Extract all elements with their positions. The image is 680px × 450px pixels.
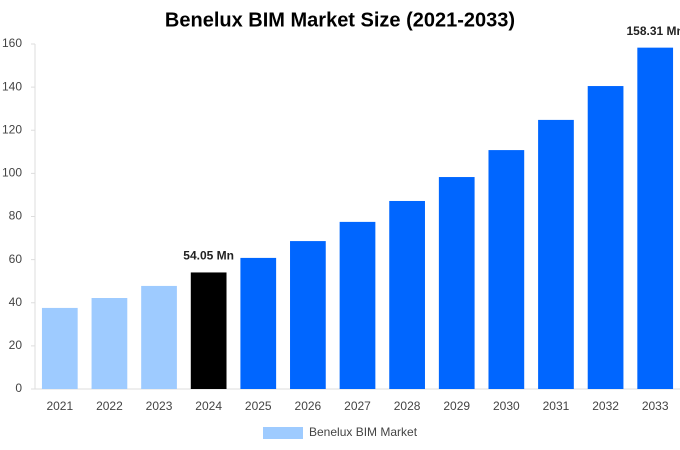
- x-tick-label: 2031: [543, 399, 570, 413]
- y-tick-label: 0: [15, 381, 22, 395]
- x-tick-label: 2025: [245, 399, 272, 413]
- bar: [587, 86, 624, 389]
- y-tick-label: 20: [9, 338, 23, 352]
- chart-title: Benelux BIM Market Size (2021-2033): [165, 9, 515, 31]
- bar: [538, 119, 574, 390]
- y-tick-label: 120: [2, 122, 22, 136]
- x-tick-label: 2028: [394, 399, 421, 413]
- x-tick-label: 2027: [344, 399, 371, 413]
- y-tick-label: 80: [9, 209, 23, 223]
- y-tick-label: 100: [2, 166, 22, 180]
- x-tick-label: 2029: [443, 399, 470, 413]
- x-tick-label: 2023: [146, 399, 173, 413]
- bar: [240, 257, 277, 389]
- bar: [41, 307, 78, 389]
- x-tick-label: 2021: [46, 399, 73, 413]
- bar: [339, 221, 376, 389]
- bar: [488, 150, 525, 389]
- y-tick-label: 140: [2, 79, 22, 93]
- x-tick-label: 2024: [195, 399, 222, 413]
- value-label: 54.05 Mn: [183, 249, 234, 263]
- x-tick-label: 2032: [592, 399, 619, 413]
- bar: [438, 177, 475, 389]
- value-label: 158.31 Mn: [627, 24, 680, 38]
- x-tick-label: 2026: [295, 399, 322, 413]
- bar: [190, 272, 227, 389]
- legend-swatch: [263, 427, 303, 439]
- y-tick-label: 60: [9, 252, 23, 266]
- bar: [290, 241, 326, 389]
- x-tick-label: 2030: [493, 399, 520, 413]
- x-tick-label: 2033: [642, 399, 669, 413]
- x-tick-label: 2022: [96, 399, 123, 413]
- bar: [141, 285, 177, 389]
- bar: [389, 200, 425, 389]
- y-tick-label: 160: [2, 36, 22, 50]
- bar: [91, 298, 128, 389]
- bar: [637, 47, 674, 389]
- y-tick-label: 40: [9, 295, 23, 309]
- legend-label: Benelux BIM Market: [309, 425, 418, 439]
